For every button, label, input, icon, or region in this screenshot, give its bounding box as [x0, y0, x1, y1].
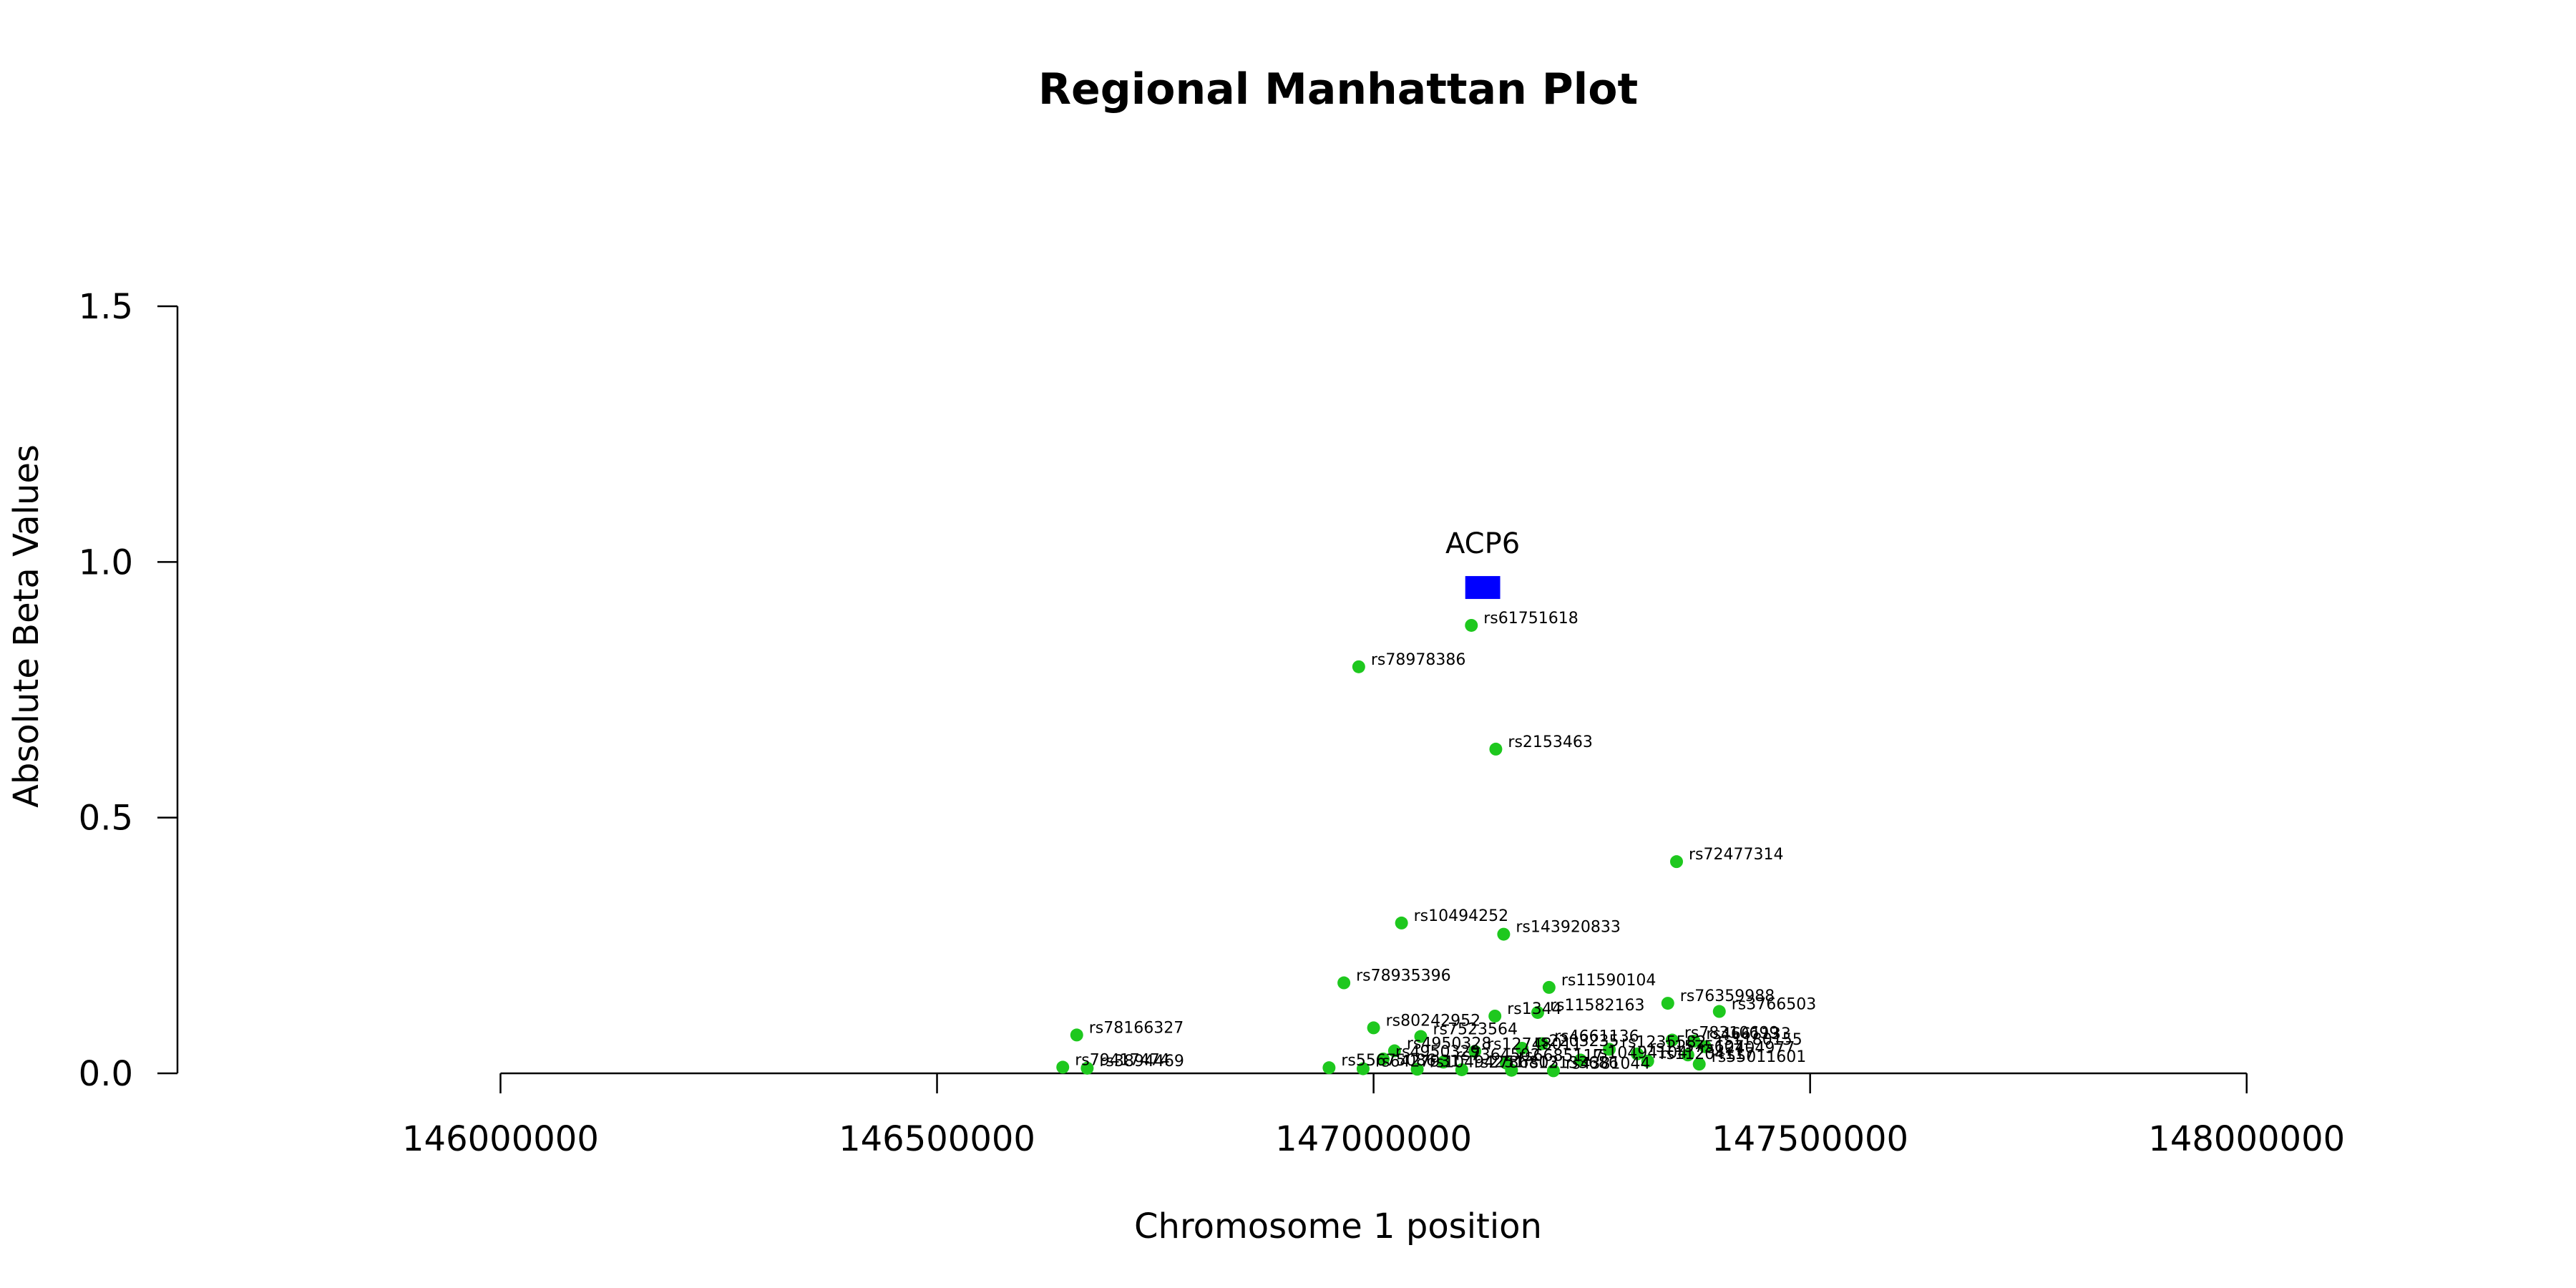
- snp-point: [1497, 927, 1511, 941]
- snp-label: rs78310699: [1684, 1025, 1779, 1043]
- snp-label: rs3766503: [1732, 996, 1817, 1014]
- snp-label: rs11582163: [1550, 997, 1644, 1015]
- snp-label: rs4381044: [1566, 1055, 1651, 1073]
- snp-labels: rs61751618 rs78978386 rs2153463 rs72477314 r…: [1075, 610, 1816, 1073]
- snp-label: rs7523564: [1433, 1021, 1518, 1039]
- snp-point: [1661, 997, 1674, 1010]
- snp-label: rs61751618: [1483, 610, 1578, 628]
- snp-label: rs143920833: [1516, 919, 1620, 937]
- snp-label: rs11575607: [1649, 1038, 1744, 1056]
- snp-point: [1455, 1063, 1468, 1076]
- snp-label: rs76359988: [1680, 987, 1775, 1005]
- snp-point: [1712, 1005, 1726, 1018]
- snp-point: [1536, 1037, 1549, 1050]
- snp-label: rs79417474: [1075, 1051, 1169, 1069]
- snp-label: rs12748011: [1487, 1035, 1581, 1053]
- snp-label: rs3894469: [1099, 1053, 1184, 1070]
- snp-label: rs12133686: [1523, 1055, 1618, 1073]
- chart-title: Regional Manhattan Plot: [1038, 64, 1638, 114]
- snp-label: rs55011601: [1712, 1048, 1806, 1066]
- snp-label: rs1180155: [1717, 1031, 1802, 1049]
- snp-point: [1699, 1040, 1712, 1053]
- axes: 146000000 146500000 147000000 147500000 1480…: [79, 287, 2346, 1159]
- snp-label: rs1235582: [1621, 1033, 1707, 1051]
- snp-point: [1603, 1043, 1616, 1056]
- snp-point: [1669, 855, 1683, 869]
- snp-label: rs1344: [1507, 1000, 1562, 1018]
- snp-point: [1080, 1061, 1094, 1075]
- snp-point: [1356, 1062, 1370, 1075]
- x-tick-label: 147000000: [1275, 1119, 1472, 1159]
- x-tick-label: 148000000: [2148, 1119, 2345, 1159]
- snp-point: [1070, 1028, 1083, 1042]
- snp-point: [1542, 980, 1556, 994]
- snp-label: rs80242952: [1386, 1012, 1480, 1030]
- snp-point: [1395, 916, 1408, 930]
- snp-label: rs7364502: [1455, 1046, 1540, 1064]
- snp-point: [1410, 1063, 1424, 1076]
- snp-label: rs2153463: [1508, 733, 1593, 751]
- y-axis-title: Absolute Beta Values: [6, 444, 47, 808]
- snp-label: rs2203235: [1534, 1033, 1619, 1050]
- snp-label: rs2786803: [1474, 1054, 1559, 1072]
- snp-label: rs72477314: [1689, 846, 1783, 864]
- snp-point: [1322, 1061, 1336, 1075]
- snp-point: [1377, 1052, 1390, 1065]
- snp-point: [1631, 1047, 1644, 1060]
- snp-label: rs10494104: [1593, 1044, 1687, 1062]
- snp-point: [1056, 1060, 1070, 1074]
- snp-point: [1546, 1064, 1560, 1078]
- gene-label: ACP6: [1445, 527, 1520, 560]
- x-tick-label: 147500000: [1712, 1119, 1908, 1159]
- snp-point: [1367, 1021, 1380, 1035]
- gene-layer: ACP6: [1445, 527, 1520, 600]
- snp-point: [1687, 1034, 1701, 1048]
- snp-point: [1488, 1009, 1502, 1023]
- snp-label: rs4950328: [1407, 1035, 1492, 1053]
- snp-point: [1387, 1044, 1401, 1058]
- snp-point: [1531, 1005, 1544, 1019]
- x-tick-label: 146000000: [402, 1119, 599, 1159]
- snp-label: rs10494251: [1430, 1053, 1524, 1071]
- snp-point: [1489, 742, 1503, 756]
- snp-label: rs6685117: [1518, 1048, 1604, 1065]
- snp-label: rs78166327: [1089, 1019, 1184, 1037]
- y-tick-label: 1.5: [79, 287, 133, 327]
- snp-label: rs4950329: [1395, 1043, 1480, 1061]
- snp-label: rs10494252: [1414, 907, 1508, 925]
- snp-point: [1516, 1041, 1529, 1055]
- snp-label: rs11204117: [1660, 1045, 1755, 1063]
- snp-point: [1641, 1054, 1654, 1068]
- snp-label: rs12404977: [1700, 1039, 1795, 1057]
- y-tick-label: 0.0: [79, 1054, 133, 1094]
- gene-bar: [1465, 576, 1501, 600]
- snp-point: [1681, 1048, 1694, 1062]
- x-tick-label: 146500000: [839, 1119, 1035, 1159]
- snp-point: [1437, 1055, 1450, 1069]
- y-tick-label: 1.0: [79, 542, 133, 582]
- snp-point: [1352, 660, 1365, 673]
- snp-label: rs55675086: [1341, 1052, 1435, 1070]
- snp-label: rs4661133: [1706, 1025, 1791, 1043]
- snp-label: rs6427931: [1375, 1053, 1460, 1071]
- snp-points: [1056, 618, 1726, 1078]
- x-axis-title: Chromosome 1 position: [1134, 1206, 1542, 1246]
- snp-label: rs78978386: [1371, 651, 1465, 669]
- snp-point: [1468, 1045, 1482, 1058]
- snp-point: [1337, 976, 1351, 990]
- snp-point: [1692, 1058, 1706, 1071]
- y-tick-label: 0.5: [79, 799, 133, 839]
- snp-point: [1465, 618, 1478, 632]
- snp-point: [1414, 1030, 1428, 1043]
- snp-point: [1505, 1063, 1518, 1077]
- snp-point: [1574, 1053, 1587, 1067]
- snp-label: rs4661136: [1554, 1028, 1639, 1046]
- snp-point: [1665, 1033, 1679, 1047]
- snp-label: rs78935396: [1356, 967, 1450, 985]
- snp-label: rs11590104: [1561, 972, 1656, 990]
